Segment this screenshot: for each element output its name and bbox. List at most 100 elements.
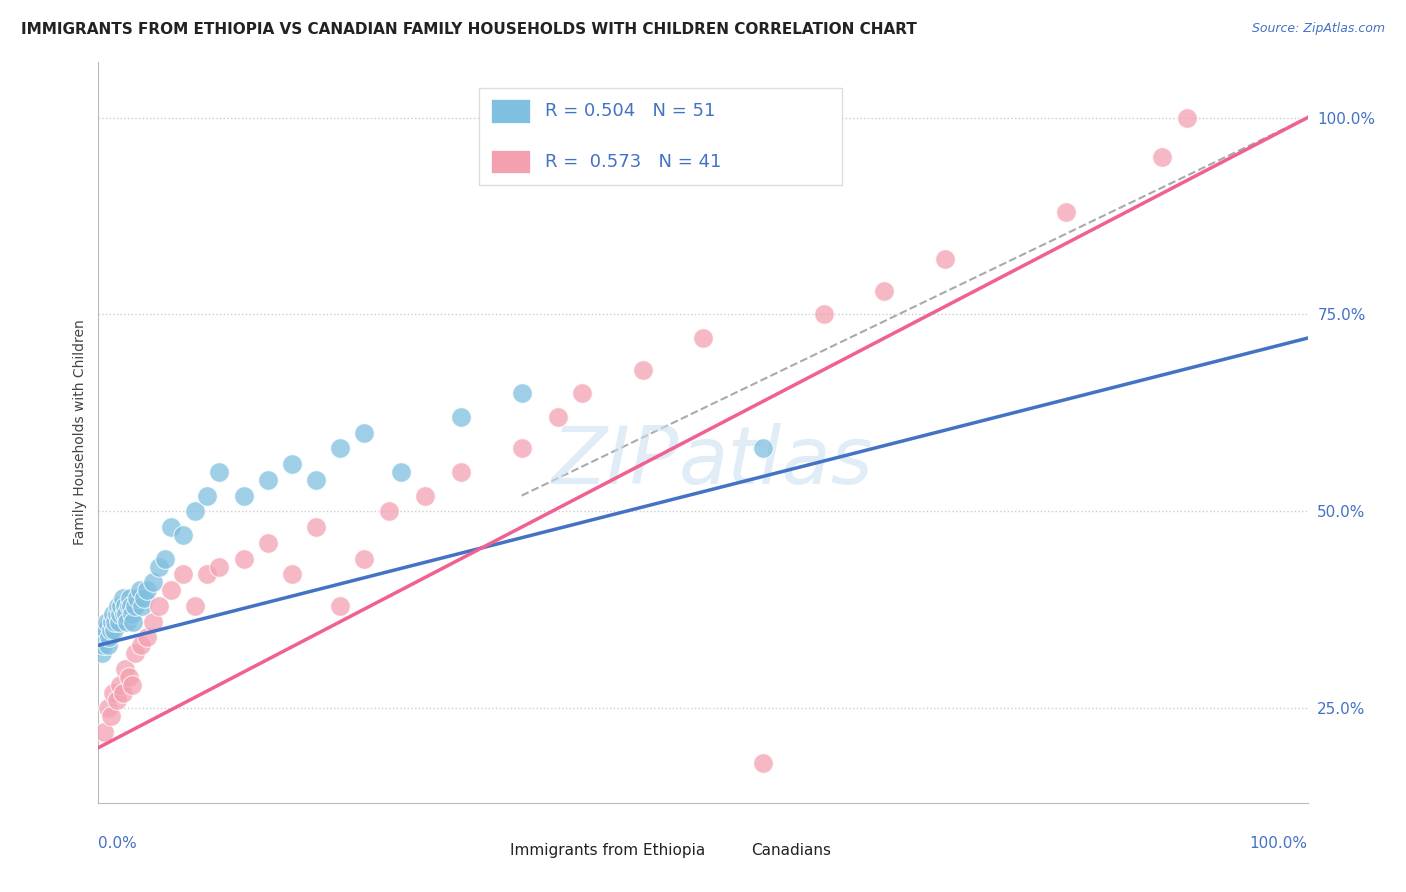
Point [93,725,115,739]
Point [631,362,654,376]
Point [172,567,194,582]
Point [1175,111,1198,125]
Point [105,693,128,707]
Point [110,599,132,613]
Point [129,638,152,652]
Point [305,520,328,534]
Point [195,567,218,582]
Point [118,591,141,605]
Point [389,465,412,479]
Point [934,252,956,267]
Point [195,489,218,503]
Point [100,623,122,637]
Point [142,615,165,629]
Point [101,685,124,699]
Point [413,489,436,503]
FancyBboxPatch shape [492,150,530,173]
Point [97,701,120,715]
FancyBboxPatch shape [492,99,530,123]
Point [232,489,254,503]
Point [450,465,472,479]
Point [100,615,122,629]
Point [98,631,121,645]
Point [96,615,118,629]
Point [105,607,128,621]
Point [131,599,153,613]
Text: atlas: atlas [679,423,873,501]
Point [100,709,122,723]
Point [128,583,150,598]
Point [118,670,141,684]
Point [108,607,131,621]
Point [121,607,143,621]
Point [108,678,131,692]
Point [142,575,165,590]
Point [1054,205,1077,219]
Text: IMMIGRANTS FROM ETHIOPIA VS CANADIAN FAMILY HOUSEHOLDS WITH CHILDREN CORRELATION: IMMIGRANTS FROM ETHIOPIA VS CANADIAN FAM… [21,22,917,37]
Point [108,615,131,629]
Point [329,599,352,613]
Point [97,638,120,652]
Y-axis label: Family Households with Children: Family Households with Children [73,319,87,546]
Point [107,599,129,613]
Point [104,615,127,629]
Point [813,308,835,322]
Point [148,559,170,574]
Point [353,425,375,440]
Point [752,756,775,771]
Point [873,284,896,298]
Point [112,607,135,621]
Point [120,599,142,613]
Point [103,623,125,637]
Point [571,386,593,401]
Point [510,386,533,401]
Point [256,473,278,487]
Point [101,607,124,621]
Point [692,331,714,345]
Point [377,504,399,518]
Point [281,567,304,582]
Point [124,599,146,613]
Point [184,599,207,613]
Point [118,599,141,613]
Point [91,638,114,652]
Text: R =  0.573   N = 41: R = 0.573 N = 41 [544,153,721,170]
Text: Canadians: Canadians [751,844,831,858]
Point [1152,150,1174,164]
Text: Immigrants from Ethiopia: Immigrants from Ethiopia [509,844,704,858]
Point [232,551,254,566]
Point [281,457,304,471]
Text: Source: ZipAtlas.com: Source: ZipAtlas.com [1251,22,1385,36]
Point [256,536,278,550]
Point [208,465,231,479]
FancyBboxPatch shape [709,840,742,862]
Point [153,551,176,566]
Point [114,662,136,676]
Point [208,559,231,574]
Point [127,591,149,605]
Point [547,409,569,424]
Point [353,551,375,566]
Text: 0.0%: 0.0% [98,836,138,851]
Point [135,631,157,645]
Point [329,442,352,456]
Point [122,615,145,629]
Point [114,599,136,613]
Point [117,615,139,629]
Point [160,520,183,534]
Point [91,646,114,660]
Point [172,528,194,542]
Point [115,607,138,621]
Point [124,646,146,660]
Point [121,678,143,692]
Point [135,583,157,598]
Point [305,473,328,487]
Text: R = 0.504   N = 51: R = 0.504 N = 51 [544,103,716,120]
Text: ZIP: ZIP [551,423,679,501]
Point [510,442,533,456]
Point [111,591,134,605]
Point [111,685,134,699]
Point [94,623,117,637]
FancyBboxPatch shape [467,840,501,862]
FancyBboxPatch shape [479,88,842,185]
